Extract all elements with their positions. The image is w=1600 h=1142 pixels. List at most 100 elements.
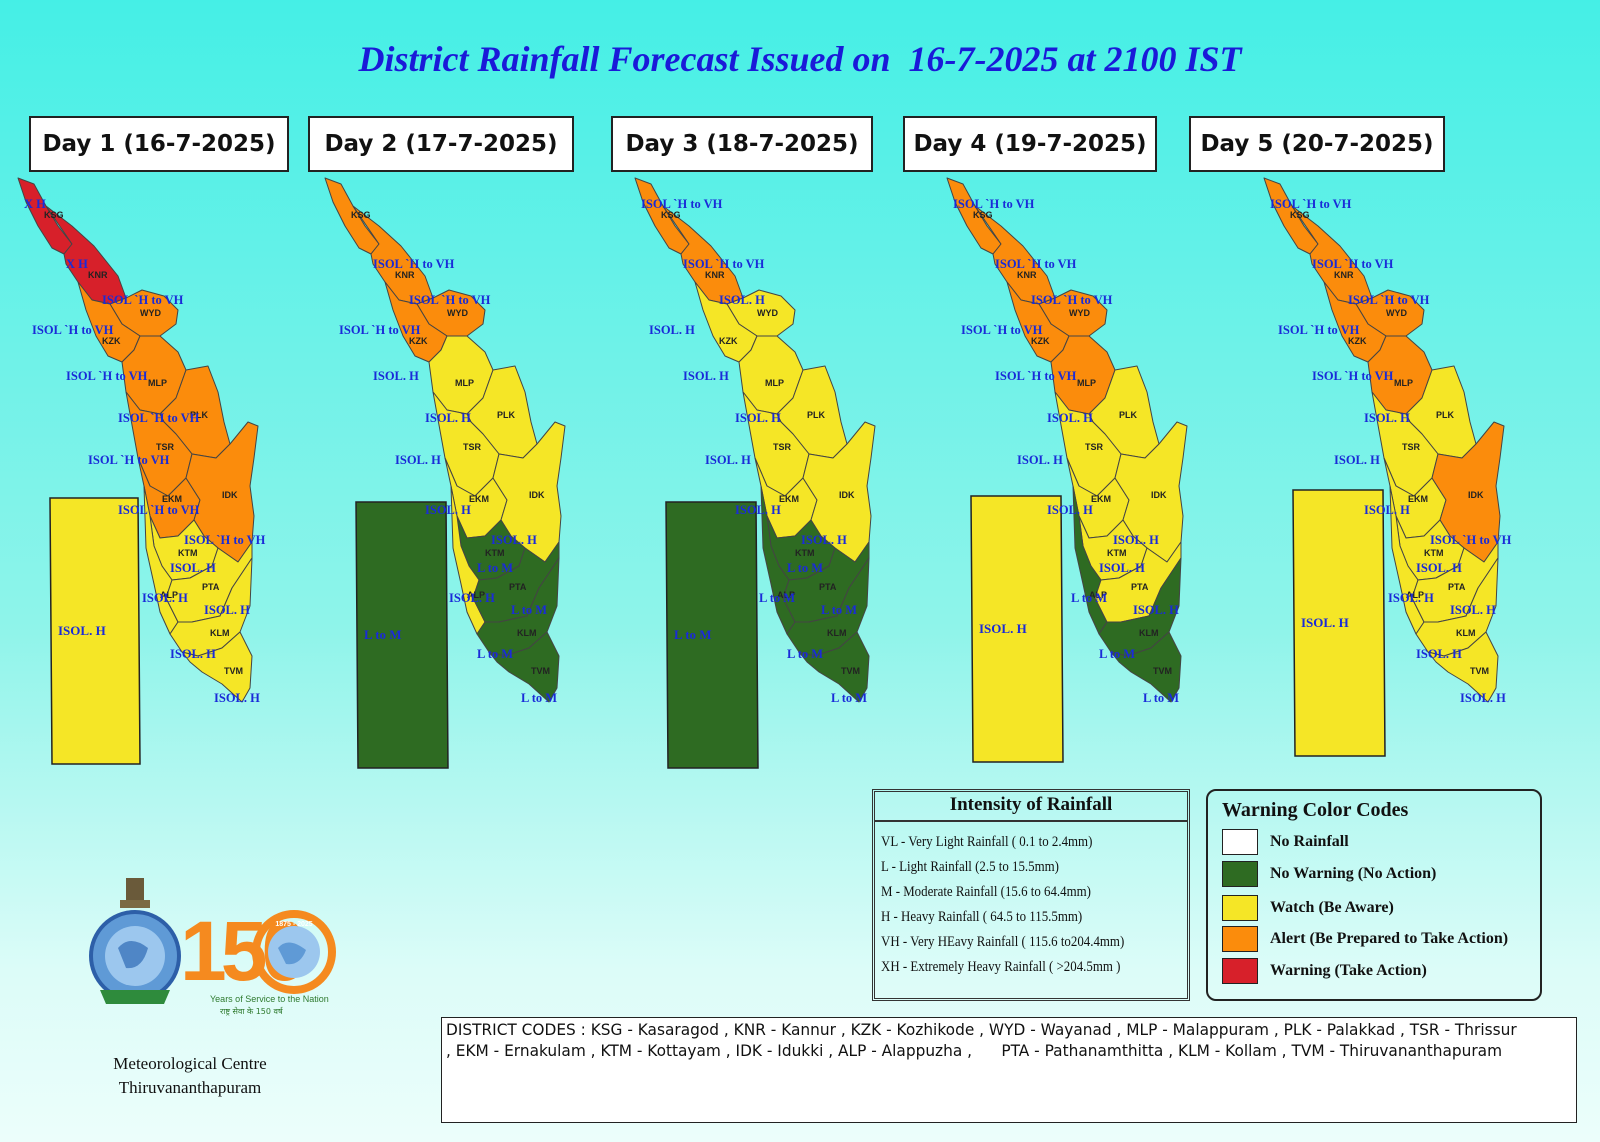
warning-kzk-day-1: ISOL `H to VH [32, 323, 114, 337]
logo-group: 150 1875 - 2025 Years of Service to the … [89, 878, 336, 1016]
warning-mlp-day-3: ISOL. H [683, 369, 729, 383]
warning-wyd-day-1: ISOL `H to VH [102, 293, 184, 307]
intensity-title: Intensity of Rainfall [875, 792, 1187, 822]
district-code-wyd-day-1: WYD [140, 308, 161, 318]
district-knr-day-4 [974, 205, 1056, 305]
warning-pta-day-1: ISOL. H [204, 603, 250, 617]
district-code-plk-day-4: PLK [1119, 410, 1138, 420]
day-2-header: Day 2 (17-7-2025) [308, 116, 574, 172]
warning-pta-day-4: ISOL. H [1133, 603, 1179, 617]
district-code-wyd-day-5: WYD [1386, 308, 1407, 318]
warning-plk-day-1: ISOL `H to VH [118, 411, 200, 425]
logo-hindi-text: राष्ट्र सेवा के 150 वर्ष [220, 1006, 284, 1016]
district-code-tvm-day-4: TVM [1153, 666, 1172, 676]
warning-alp-day-2: ISOL. H [449, 591, 495, 605]
district-code-ktm-day-5: KTM [1424, 548, 1444, 558]
warning-alp-day-1: ISOL. H [142, 591, 188, 605]
day-3-area-rect [665, 501, 759, 769]
district-code-alp-day-1: ALP [160, 590, 178, 600]
warning-ekm-day-1: ISOL `H to VH [118, 503, 200, 517]
cc-no-warning: No Warning (No Action) [1222, 861, 1436, 887]
district-idk-day-3 [802, 421, 876, 563]
day-1-area-rect [49, 497, 141, 765]
warning-tsr-day-3: ISOL. H [705, 453, 751, 467]
district-code-tsr-day-3: TSR [773, 442, 792, 452]
day-4-header: Day 4 (19-7-2025) [903, 116, 1157, 172]
district-knr-day-3 [662, 205, 744, 305]
district-code-kzk-day-3: KZK [719, 336, 738, 346]
color-code-title: Warning Color Codes [1222, 799, 1409, 821]
warning-wyd-day-3: ISOL. H [719, 293, 765, 307]
district-code-kzk-day-5: KZK [1348, 336, 1367, 346]
day-2-area-rect [355, 501, 449, 769]
district-code-alp-day-2: ALP [467, 590, 485, 600]
district-code-ksg-day-2: KSG [351, 210, 371, 220]
district-code-kzk-day-1: KZK [102, 336, 121, 346]
district-code-tvm-day-5: TVM [1470, 666, 1489, 676]
district-code-kzk-day-2: KZK [409, 336, 428, 346]
warning-tvm-day-4: L to M [1143, 691, 1179, 705]
district-tvm-day-3 [798, 631, 870, 703]
district-codes-line1: DISTRICT CODES : KSG - Kasaragod , KNR -… [446, 1020, 1517, 1039]
logo-arc-text: 1875 - 2025 [275, 921, 312, 928]
imd-emblem-icon [89, 878, 181, 1004]
cc-alert: Alert (Be Prepared to Take Action) [1222, 926, 1508, 952]
district-tvm-day-5 [1427, 631, 1499, 703]
warning-knr-day-3: ISOL `H to VH [683, 257, 765, 271]
district-code-idk-day-5: IDK [1468, 490, 1484, 500]
district-code-alp-day-5: ALP [1406, 590, 1424, 600]
warning-pta-day-5: ISOL. H [1450, 603, 1496, 617]
day-5-area-rect [1292, 489, 1386, 757]
org-line1: Meteorological Centre [113, 1054, 267, 1073]
district-code-ksg-day-3: KSG [661, 210, 681, 220]
page-title: District Rainfall Forecast Issued on 16-… [358, 39, 1242, 79]
district-code-alp-day-4: ALP [1089, 590, 1107, 600]
intensity-row-vl: VL - Very Light Rainfall ( 0.1 to 2.4mm) [881, 834, 1093, 850]
warning-pta-day-2: L to M [511, 603, 547, 617]
district-code-wyd-day-4: WYD [1069, 308, 1090, 318]
warning-kzk-day-2: ISOL `H to VH [339, 323, 421, 337]
district-code-plk-day-1: PLK [190, 410, 209, 420]
warning-alp-day-5: ISOL. H [1388, 591, 1434, 605]
warning-ksg-day-3: ISOL `H to VH [641, 197, 723, 211]
district-code-mlp-day-4: MLP [1077, 378, 1096, 388]
district-code-klm-day-5: KLM [1456, 628, 1476, 638]
district-code-tsr-day-2: TSR [463, 442, 482, 452]
cc-swatch-alert [1222, 926, 1258, 952]
warning-knr-day-2: ISOL `H to VH [373, 257, 455, 271]
district-code-knr-day-2: KNR [395, 270, 415, 280]
district-code-ktm-day-3: KTM [795, 548, 815, 558]
cc-label-warning: Warning (Take Action) [1270, 962, 1427, 979]
warning-knr-day-4: ISOL `H to VH [995, 257, 1077, 271]
warning-ksg-day-5: ISOL `H to VH [1270, 197, 1352, 211]
warning-knr-day-1: X H [66, 257, 88, 271]
intensity-row-xh: XH - Extremely Heavy Rainfall ( >204.5mm… [881, 959, 1121, 975]
intensity-row-h: H - Heavy Rainfall ( 64.5 to 115.5mm) [881, 909, 1083, 925]
district-code-idk-day-1: IDK [222, 490, 238, 500]
district-code-klm-day-2: KLM [517, 628, 537, 638]
warning-idk-day-2: ISOL. H [491, 533, 537, 547]
intensity-legend: Intensity of Rainfall VL - Very Light Ra… [872, 789, 1190, 1001]
district-code-knr-day-5: KNR [1334, 270, 1354, 280]
district-code-tsr-day-4: TSR [1085, 442, 1104, 452]
district-knr-day-2 [352, 205, 434, 305]
district-code-tvm-day-1: TVM [224, 666, 243, 676]
cc-label-no-rainfall: No Rainfall [1270, 833, 1349, 850]
district-code-ksg-day-5: KSG [1290, 210, 1310, 220]
district-code-knr-day-1: KNR [88, 270, 108, 280]
district-code-ekm-day-3: EKM [779, 494, 799, 504]
warning-klm-day-3: L to M [787, 647, 823, 661]
warning-ksg-day-4: ISOL `H to VH [953, 197, 1035, 211]
warning-ktm-day-5: ISOL. H [1416, 561, 1462, 575]
org-line2: Thiruvananthapuram [118, 1078, 262, 1097]
warning-tvm-day-2: L to M [521, 691, 557, 705]
district-code-knr-day-3: KNR [705, 270, 725, 280]
district-code-klm-day-1: KLM [210, 628, 230, 638]
anniversary-150-logo: 150 1875 - 2025 Years of Service to the … [180, 904, 336, 1016]
district-code-mlp-day-5: MLP [1394, 378, 1413, 388]
warning-ekm-day-3: ISOL. H [735, 503, 781, 517]
